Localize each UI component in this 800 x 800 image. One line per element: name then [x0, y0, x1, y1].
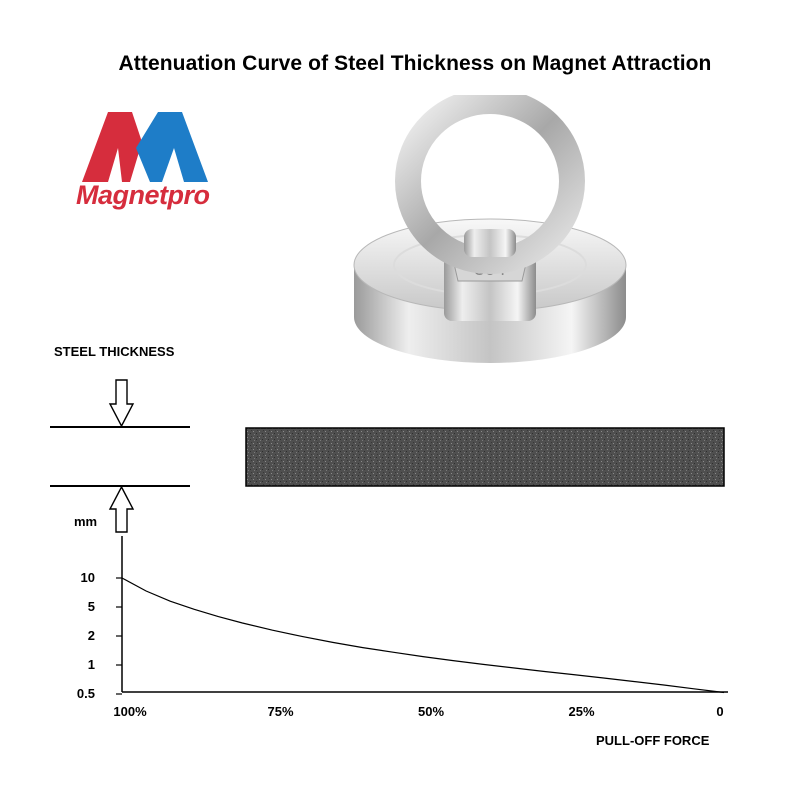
x-tick-label: 100% — [113, 704, 147, 719]
y-axis-label: mm — [74, 514, 97, 529]
arrow-up-icon — [108, 485, 135, 533]
y-tick-label: 0.5 — [77, 686, 95, 701]
y-tick-label: 10 — [81, 570, 95, 585]
x-tick-label: 75% — [267, 704, 293, 719]
y-ticks: 10 5 2 1 0.5 — [77, 570, 122, 701]
chart-title: Attenuation Curve of Steel Thickness on … — [118, 52, 712, 75]
x-ticks: 100% 75% 50% 25% 0 — [113, 704, 723, 719]
x-tick-label: 50% — [418, 704, 444, 719]
x-tick-label: 25% — [568, 704, 594, 719]
y-tick-label: 2 — [88, 628, 95, 643]
magnetpro-logo-icon — [82, 112, 208, 182]
y-tick-label: 5 — [88, 599, 95, 614]
logo-blue-shape — [136, 112, 208, 182]
arrow-down-icon — [108, 379, 135, 428]
eyebolt-pot-magnet-image: 304 — [353, 95, 627, 363]
attenuation-chart: mm 10 5 2 1 0.5 100% 75% 50% 25% 0 — [74, 514, 728, 719]
x-tick-label: 0 — [716, 704, 723, 719]
logo-text: Magnetpro — [76, 180, 210, 210]
steel-plate — [245, 427, 725, 487]
x-axis-label: PULL-OFF FORCE — [596, 733, 710, 748]
attenuation-curve — [121, 577, 725, 694]
logo-red-shape — [82, 112, 142, 182]
steel-thickness-label: STEEL THICKNESS — [54, 344, 175, 359]
steel-thickness-diagram — [50, 379, 725, 533]
y-tick-label: 1 — [88, 657, 95, 672]
